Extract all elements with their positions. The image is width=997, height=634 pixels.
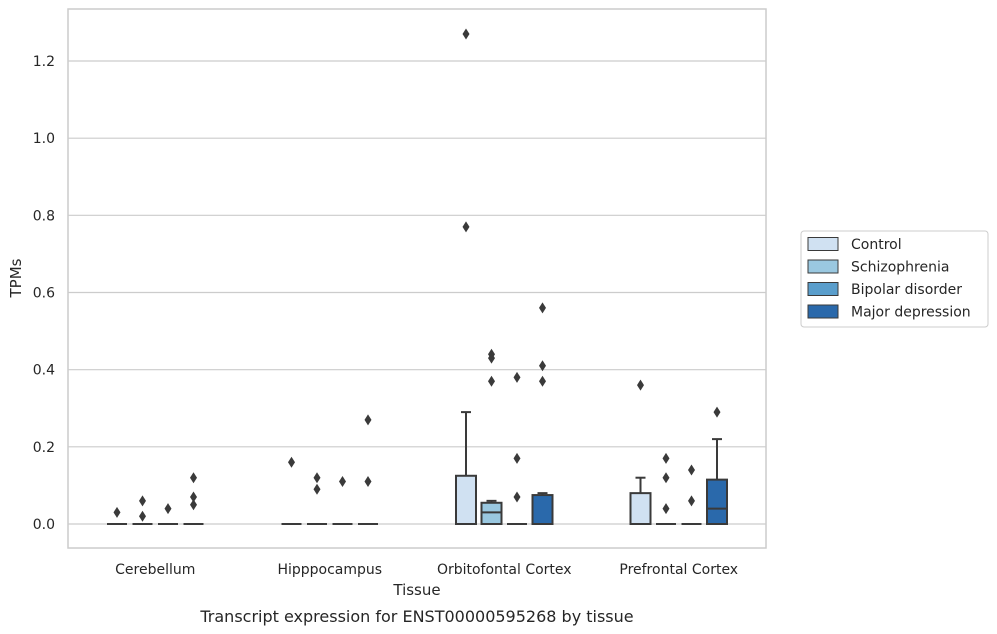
legend-frame <box>800 230 989 328</box>
x-tick-label: Hipppocampus <box>277 562 382 578</box>
outlier-point <box>190 499 197 511</box>
legend-swatch <box>807 282 839 296</box>
outlier-point <box>364 414 372 426</box>
box-body <box>531 494 554 525</box>
legend-swatch <box>807 237 839 251</box>
box-2-1 <box>480 499 503 526</box>
outlier-point <box>313 483 321 495</box>
outlier-point <box>688 495 695 507</box>
outlier-point <box>637 379 644 391</box>
legend-label: Control <box>851 237 902 253</box>
legend-label: Bipolar disorder <box>851 282 962 298</box>
box-3-3 <box>706 438 728 526</box>
legend: Control Schizophrenia Bipolar disorder Majo… <box>800 230 989 328</box>
x-axis-title: Tissue <box>392 581 440 599</box>
outlier-point <box>288 456 295 468</box>
grid-lines <box>68 60 766 525</box>
outlier-point <box>539 360 546 372</box>
outlier-point <box>139 495 146 507</box>
outlier-point <box>488 352 495 364</box>
y-tick-label: 0.4 <box>33 363 55 379</box>
outlier-point <box>113 506 121 518</box>
x-tick-label: Orbitofontal Cortex <box>437 562 572 578</box>
box-2-0 <box>455 411 477 526</box>
outlier-point <box>688 464 695 476</box>
outlier-point <box>713 406 721 418</box>
outlier-point <box>513 452 521 464</box>
plot-frame <box>67 8 767 549</box>
y-tick-labels: 0.0 0.2 0.4 0.6 0.8 1.0 1.2 <box>33 54 55 533</box>
legend-swatch <box>807 259 839 274</box>
y-tick-label: 0.2 <box>33 440 55 456</box>
outlier-point <box>190 491 197 503</box>
box-body <box>455 474 477 526</box>
legend-swatch <box>807 304 839 319</box>
outlier-point <box>462 28 470 40</box>
box-2-3 <box>531 492 554 525</box>
outlier-point <box>539 375 546 387</box>
outlier-point <box>364 476 372 488</box>
outlier-point <box>662 503 670 515</box>
y-tick-label: 0.6 <box>33 286 55 302</box>
outlier-point <box>139 510 146 522</box>
outlier-point <box>190 472 197 484</box>
outlier-point <box>462 221 470 233</box>
outlier-point <box>313 472 321 484</box>
legend-items: Control Schizophrenia Bipolar disorder Majo… <box>807 237 971 321</box>
y-tick-label: 1.2 <box>33 54 55 70</box>
outlier-point <box>662 472 670 484</box>
chart-caption: Transcript expression for ENST0000059526… <box>199 607 633 626</box>
outlier-point <box>539 302 546 314</box>
outlier-point <box>339 476 346 488</box>
outlier-point <box>513 371 521 383</box>
x-tick-labels: Cerebellum Hipppocampus Orbitofontal Corte… <box>115 562 738 578</box>
outliers <box>113 28 721 522</box>
legend-label: Major depression <box>851 305 971 321</box>
box-3-0 <box>629 476 652 525</box>
y-tick-label: 0.8 <box>33 208 55 224</box>
outlier-point <box>662 452 670 464</box>
box-body <box>706 478 728 526</box>
boxes <box>107 411 728 526</box>
y-tick-label: 1.0 <box>33 131 55 147</box>
y-axis-title: TPMs <box>7 258 25 298</box>
legend-label: Schizophrenia <box>851 260 949 276</box>
outlier-point <box>164 503 172 515</box>
x-tick-label: Prefrontal Cortex <box>619 562 738 578</box>
y-tick-label: 0.0 <box>33 517 55 533</box>
outlier-point <box>488 375 495 387</box>
outlier-point <box>513 491 521 503</box>
box-body <box>629 492 652 525</box>
x-tick-label: Cerebellum <box>115 562 195 578</box>
